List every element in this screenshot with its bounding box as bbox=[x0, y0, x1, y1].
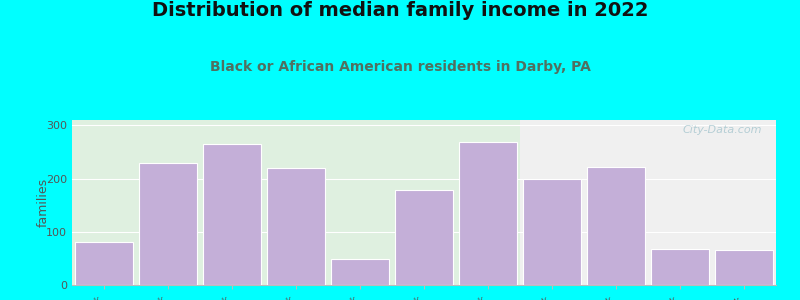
Bar bbox=[394, 190, 454, 285]
Bar bbox=[586, 167, 646, 285]
Bar bbox=[330, 260, 390, 285]
Bar bbox=[138, 163, 198, 285]
Bar bbox=[202, 144, 262, 285]
Bar bbox=[522, 178, 582, 285]
Bar bbox=[74, 242, 134, 285]
Text: Distribution of median family income in 2022: Distribution of median family income in … bbox=[152, 2, 648, 20]
Bar bbox=[458, 142, 518, 285]
Bar bbox=[72, 120, 520, 285]
Bar bbox=[714, 250, 774, 285]
Text: City-Data.com: City-Data.com bbox=[682, 125, 762, 135]
Bar bbox=[266, 168, 326, 285]
Y-axis label: families: families bbox=[37, 178, 50, 227]
Bar bbox=[650, 249, 710, 285]
Text: Black or African American residents in Darby, PA: Black or African American residents in D… bbox=[210, 60, 590, 74]
